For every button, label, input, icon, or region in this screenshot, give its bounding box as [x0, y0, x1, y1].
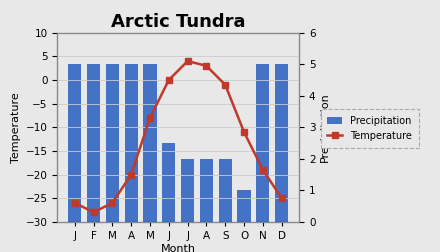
Bar — [106, 64, 119, 222]
Bar — [200, 159, 213, 222]
Bar — [275, 64, 288, 222]
Bar — [256, 64, 269, 222]
Bar — [143, 64, 157, 222]
Bar — [219, 159, 232, 222]
Title: Arctic Tundra: Arctic Tundra — [111, 13, 246, 31]
Bar — [162, 143, 176, 222]
Bar — [238, 190, 251, 222]
Bar — [125, 64, 138, 222]
Bar — [68, 64, 81, 222]
X-axis label: Month: Month — [161, 244, 196, 252]
Y-axis label: Temperature: Temperature — [11, 92, 21, 163]
Bar — [87, 64, 100, 222]
Bar — [181, 159, 194, 222]
Y-axis label: Precipitation: Precipitation — [320, 92, 330, 162]
Legend: Precipitation, Temperature: Precipitation, Temperature — [321, 109, 418, 148]
